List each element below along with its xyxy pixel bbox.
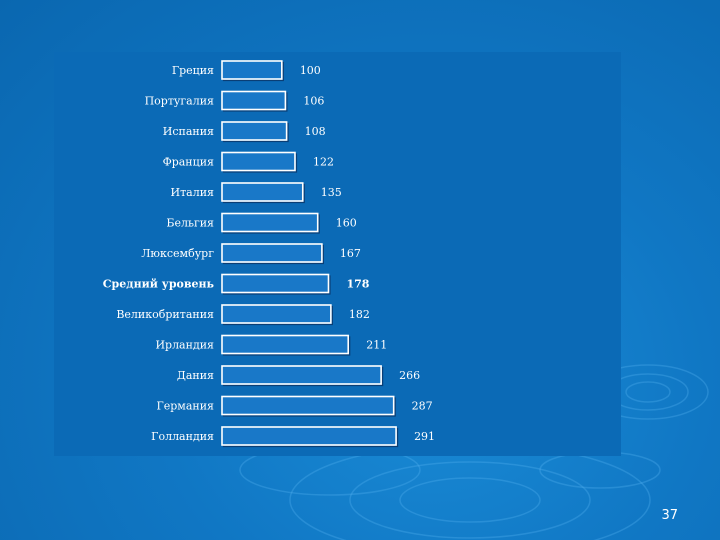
bar <box>221 304 332 324</box>
category-label: Греция <box>172 64 214 77</box>
value-label: 160 <box>336 217 357 230</box>
bar <box>221 273 330 294</box>
value-label: 122 <box>313 156 334 169</box>
category-label: Дания <box>177 369 214 382</box>
value-label: 108 <box>305 125 326 138</box>
category-label: Люксембург <box>141 247 214 260</box>
bar <box>221 426 397 446</box>
chart-panel <box>54 52 621 456</box>
category-label: Ирландия <box>155 339 214 352</box>
bar <box>221 60 283 80</box>
bar <box>221 395 395 416</box>
category-label: Португалия <box>145 95 214 108</box>
bar <box>221 151 296 172</box>
bar <box>221 182 304 202</box>
bar <box>221 121 288 141</box>
bar <box>221 90 287 111</box>
value-label: 106 <box>303 95 324 108</box>
category-label: Великобритания <box>116 308 214 321</box>
category-label: Италия <box>171 186 215 199</box>
category-label: Голландия <box>151 430 214 443</box>
category-label: Германия <box>156 400 214 413</box>
value-label: 291 <box>414 430 435 443</box>
bar <box>221 243 323 263</box>
value-label: 211 <box>366 339 387 352</box>
value-label: 100 <box>300 64 321 77</box>
value-label: 135 <box>321 186 342 199</box>
bar <box>221 334 350 355</box>
page-number: 37 <box>661 508 678 523</box>
category-label: Бельгия <box>166 217 214 230</box>
bar <box>221 365 382 385</box>
value-label: 178 <box>346 278 369 291</box>
value-label: 266 <box>399 369 420 382</box>
category-label: Испания <box>163 125 214 138</box>
category-label: Средний уровень <box>103 278 215 291</box>
bar <box>221 212 319 233</box>
value-label: 167 <box>340 247 361 260</box>
value-label: 287 <box>412 400 433 413</box>
category-label: Франция <box>163 156 214 169</box>
value-label: 182 <box>349 308 370 321</box>
